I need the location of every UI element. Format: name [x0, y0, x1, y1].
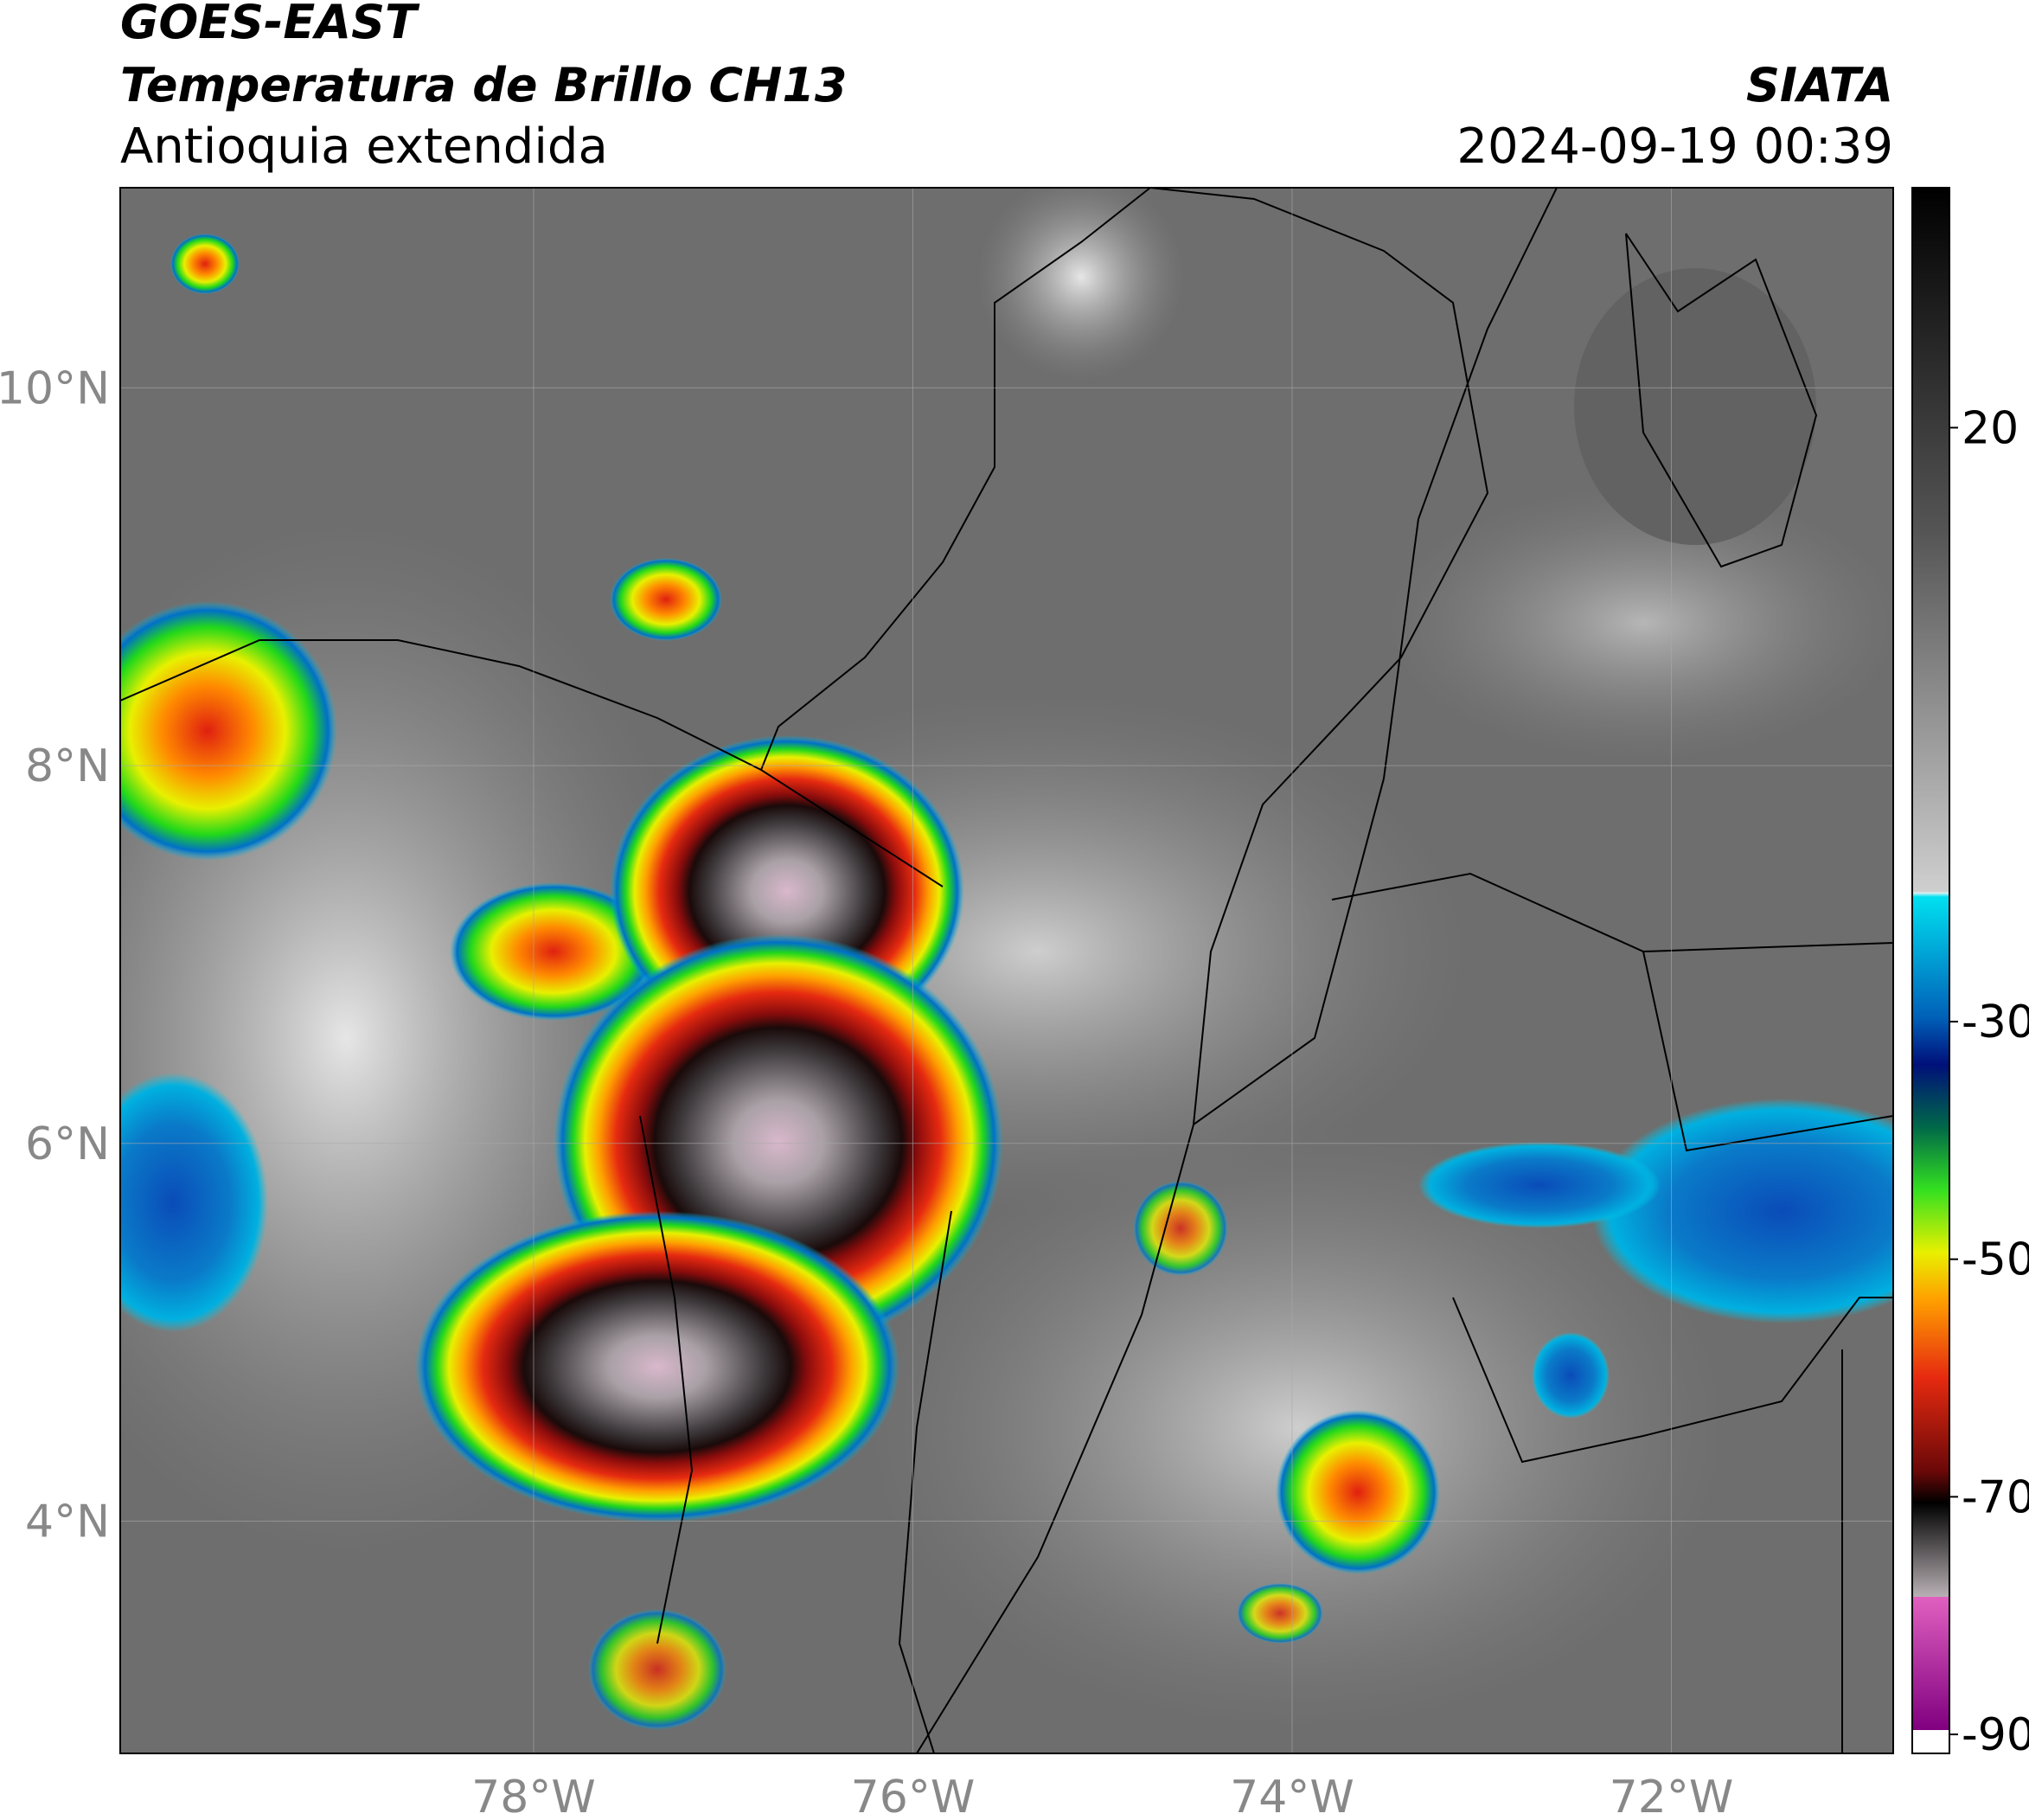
- cloud: [977, 188, 1185, 381]
- cold-cloud: [1418, 1142, 1661, 1228]
- border: [898, 1210, 952, 1753]
- cloud: [1384, 484, 1893, 761]
- cold-cloud: [1532, 1332, 1610, 1419]
- x-tick-label: 74°W: [1230, 1772, 1354, 1817]
- colorbar-tick-label: -50: [1962, 1234, 2029, 1286]
- axes: 78°W 76°W 74°W 72°W 4°N 6°N 8°N 10°N: [0, 362, 1734, 1820]
- convective-cell: [450, 882, 657, 1021]
- convective-cell: [588, 1609, 726, 1730]
- colorbar-tick-label: -90: [1962, 1709, 2029, 1761]
- region: Antioquia extendida: [120, 119, 608, 175]
- x-tick-label: 78°W: [471, 1772, 596, 1817]
- y-tick-label: 6°N: [25, 1118, 110, 1170]
- y-tick-label: 8°N: [25, 740, 110, 792]
- cold-cloud: [120, 1073, 268, 1332]
- convective-cell: [1133, 1181, 1228, 1276]
- coast: [1625, 233, 1818, 568]
- border: [760, 188, 1151, 771]
- border: [1193, 188, 1558, 1125]
- convective-cell: [120, 601, 337, 861]
- source: SIATA: [1746, 58, 1893, 112]
- borders: [120, 188, 1893, 1753]
- cold-cloud: [1591, 1099, 1893, 1323]
- border: [639, 1115, 694, 1644]
- colorbar-tick-label: 20: [1962, 402, 2019, 454]
- colorbar-ticks: 20 -30 -50 -70 -90: [1949, 402, 2029, 1761]
- storm: [415, 1211, 899, 1522]
- x-tick-label: 72°W: [1610, 1772, 1734, 1817]
- colorbar-tick-label: -30: [1962, 997, 2029, 1048]
- map-frame: [119, 187, 1894, 1754]
- lake: [1574, 268, 1816, 545]
- convective-cell: [1276, 1410, 1440, 1574]
- datetime: 2024-09-19 00:39: [1456, 119, 1893, 175]
- convective-cell: [170, 234, 240, 294]
- satellite-image: [120, 188, 1893, 1753]
- colorbar-tick-label: -70: [1962, 1471, 2029, 1523]
- x-tick-label: 76°W: [851, 1772, 976, 1817]
- border: [1452, 1297, 1893, 1464]
- border: [1642, 942, 1893, 952]
- y-tick-label: 10°N: [0, 362, 110, 414]
- subtitle: Temperatura de Brillo CH13: [120, 58, 848, 112]
- title: GOES-EAST: [120, 0, 420, 49]
- border: [916, 188, 1489, 1753]
- convective-cell: [1237, 1583, 1323, 1644]
- grid: [120, 188, 1893, 1753]
- cloud: [865, 1125, 1730, 1730]
- colorbar: [1911, 187, 1950, 1754]
- convective-cell: [610, 558, 722, 641]
- y-tick-label: 4°N: [25, 1496, 110, 1548]
